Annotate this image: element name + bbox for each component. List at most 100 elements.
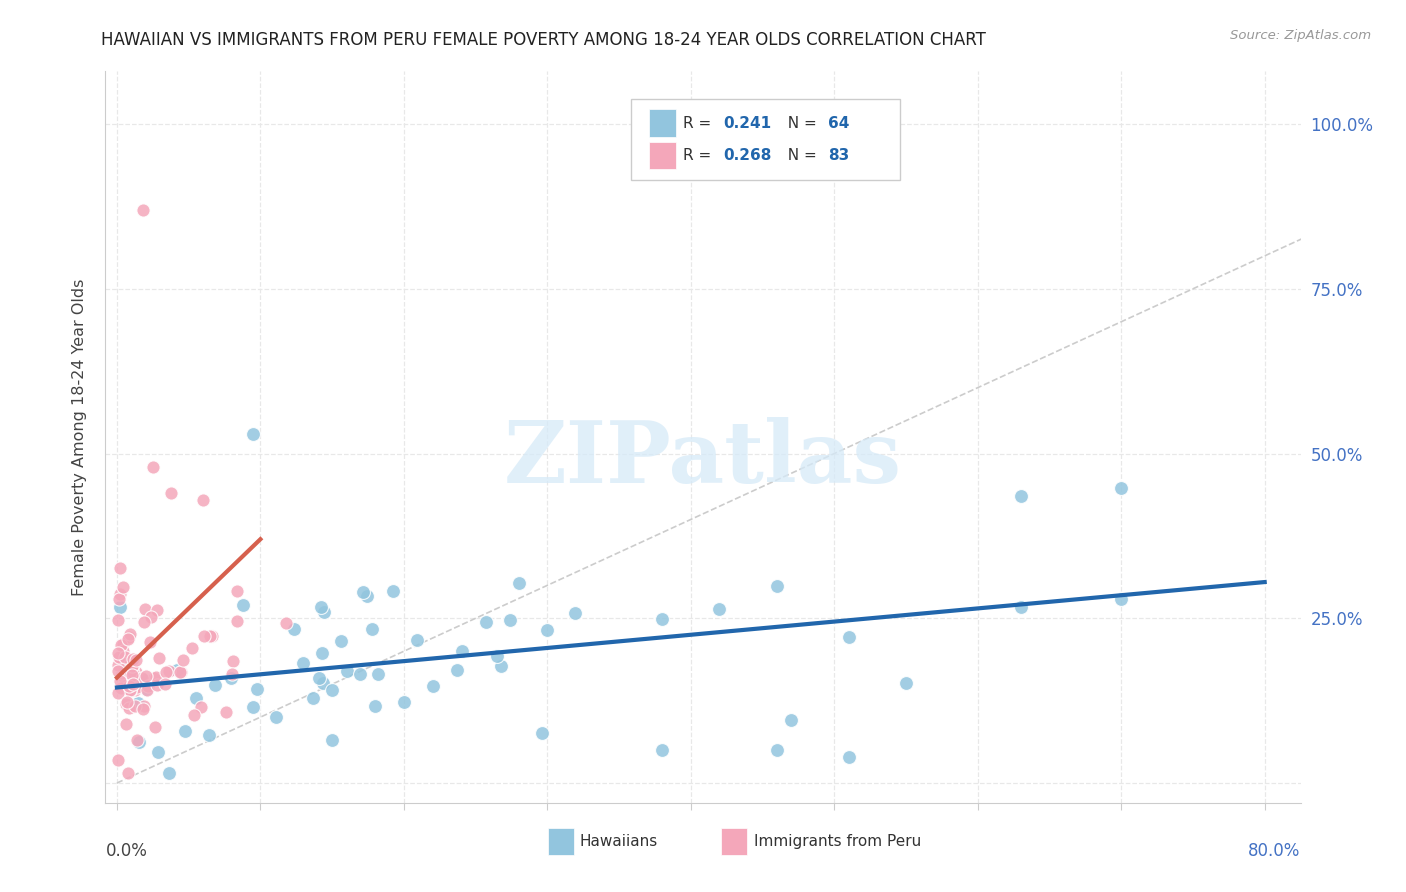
- Point: [489, 658, 512, 673]
- Point: [246, 682, 269, 697]
- Point: [190, 700, 212, 714]
- Point: [135, 682, 157, 697]
- Point: [174, 724, 197, 739]
- Point: [111, 580, 134, 594]
- Point: [125, 653, 148, 667]
- Point: [283, 622, 305, 636]
- Point: [108, 587, 131, 601]
- Point: [111, 643, 134, 657]
- Point: [155, 665, 177, 680]
- Point: [382, 584, 405, 599]
- Point: [564, 607, 586, 621]
- Point: [766, 743, 789, 757]
- Point: [153, 677, 176, 691]
- Point: [112, 671, 135, 685]
- Point: [446, 664, 468, 678]
- Bar: [650, 110, 675, 137]
- Point: [308, 671, 330, 685]
- Point: [115, 673, 138, 688]
- Text: 80.0%: 80.0%: [1249, 842, 1301, 860]
- Point: [107, 613, 129, 627]
- Bar: [650, 142, 675, 169]
- Point: [122, 665, 145, 680]
- Point: [128, 735, 150, 749]
- Point: [222, 654, 245, 668]
- Point: [274, 615, 297, 630]
- Point: [157, 664, 180, 678]
- Point: [131, 671, 153, 685]
- Point: [367, 666, 389, 681]
- Point: [392, 695, 415, 709]
- Point: [292, 656, 315, 670]
- Point: [1109, 591, 1132, 606]
- Point: [148, 745, 170, 759]
- Point: [110, 638, 132, 652]
- Point: [531, 725, 554, 739]
- Point: [115, 698, 138, 712]
- Point: [121, 668, 143, 682]
- Point: [132, 615, 155, 630]
- Point: [118, 701, 141, 715]
- Point: [146, 603, 169, 617]
- Point: [114, 649, 136, 664]
- Point: [132, 202, 155, 217]
- Point: [117, 766, 139, 780]
- Point: [1010, 600, 1032, 615]
- Point: [112, 637, 135, 651]
- Point: [117, 695, 139, 709]
- Point: [118, 682, 141, 697]
- Point: [108, 673, 131, 688]
- Point: [780, 714, 803, 728]
- Point: [651, 743, 673, 757]
- Point: [180, 641, 202, 656]
- Point: [498, 613, 520, 627]
- Point: [160, 486, 183, 500]
- Point: [107, 753, 129, 767]
- Point: [142, 672, 165, 686]
- Text: 0.0%: 0.0%: [105, 842, 148, 860]
- Point: [330, 633, 353, 648]
- Point: [124, 682, 146, 697]
- Point: [110, 681, 132, 695]
- Point: [148, 651, 170, 665]
- Point: [508, 575, 530, 590]
- Point: [352, 585, 374, 599]
- Point: [138, 635, 160, 649]
- Point: [124, 698, 146, 713]
- Point: [117, 632, 139, 646]
- Point: [132, 702, 155, 716]
- Point: [134, 602, 156, 616]
- Point: [166, 663, 188, 677]
- Point: [215, 705, 238, 719]
- Text: HAWAIIAN VS IMMIGRANTS FROM PERU FEMALE POVERTY AMONG 18-24 YEAR OLDS CORRELATIO: HAWAIIAN VS IMMIGRANTS FROM PERU FEMALE …: [101, 31, 986, 49]
- Text: R =: R =: [683, 116, 716, 131]
- Point: [142, 459, 165, 474]
- Point: [894, 676, 917, 690]
- Point: [405, 633, 427, 648]
- Point: [232, 598, 254, 612]
- FancyBboxPatch shape: [631, 99, 900, 179]
- Y-axis label: Female Poverty Among 18-24 Year Olds: Female Poverty Among 18-24 Year Olds: [72, 278, 87, 596]
- Point: [364, 698, 387, 713]
- Point: [242, 426, 264, 441]
- Text: R =: R =: [683, 148, 716, 163]
- Point: [242, 700, 264, 714]
- Text: ZIPatlas: ZIPatlas: [503, 417, 903, 501]
- Point: [356, 589, 378, 603]
- Point: [145, 670, 167, 684]
- Point: [135, 682, 157, 697]
- Point: [838, 749, 860, 764]
- Point: [170, 665, 193, 679]
- Point: [122, 658, 145, 673]
- Point: [311, 646, 333, 660]
- Point: [219, 671, 242, 685]
- Text: Immigrants from Peru: Immigrants from Peru: [755, 834, 922, 849]
- Point: [204, 678, 226, 692]
- Point: [120, 627, 142, 641]
- Point: [312, 675, 335, 690]
- Point: [135, 669, 157, 683]
- Point: [197, 728, 219, 742]
- Point: [127, 696, 149, 710]
- Point: [709, 602, 731, 616]
- Point: [125, 732, 148, 747]
